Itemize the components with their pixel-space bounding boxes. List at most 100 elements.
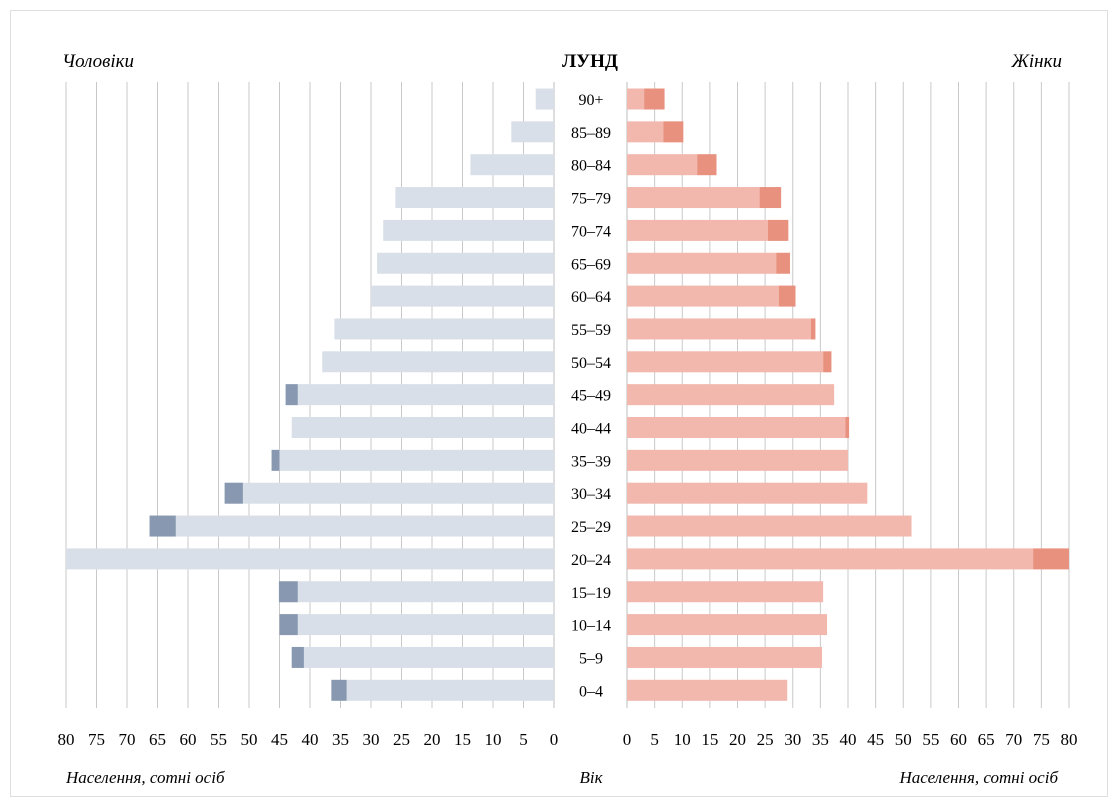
tick-label-right: 40 — [840, 730, 857, 749]
center-axis-label: Вік — [579, 768, 603, 787]
male-bar-extra — [331, 679, 347, 701]
tick-label-left: 20 — [424, 730, 441, 749]
female-bar — [627, 417, 846, 438]
grid-lines — [65, 82, 1070, 708]
tick-label-left: 65 — [149, 730, 166, 749]
male-bar — [470, 154, 554, 176]
tick-label-right: 5 — [650, 730, 659, 749]
female-bar — [627, 581, 824, 603]
age-label: 30–34 — [571, 486, 611, 503]
female-bar — [627, 121, 664, 143]
female-bar — [627, 548, 1034, 570]
male-bar — [383, 219, 554, 241]
female-bar-extra — [778, 285, 796, 307]
tick-label-left: 50 — [241, 730, 258, 749]
age-label: 40–44 — [571, 421, 611, 438]
female-bar — [627, 154, 698, 176]
tick-label-left: 55 — [210, 730, 227, 749]
tick-label-left: 75 — [88, 730, 105, 749]
tick-label-right: 60 — [950, 730, 967, 749]
tick-label-left: 80 — [58, 730, 75, 749]
female-bar — [627, 679, 788, 701]
male-bar — [291, 417, 554, 438]
age-label: 60–64 — [571, 289, 611, 306]
male-bar-extra — [149, 515, 176, 537]
tick-label-left: 70 — [119, 730, 136, 749]
age-label: 20–24 — [571, 552, 611, 569]
tick-label-right: 45 — [867, 730, 884, 749]
male-bar — [346, 679, 554, 701]
age-label: 75–79 — [571, 191, 611, 208]
chart-title: ЛУНД — [562, 51, 618, 72]
female-bar-extra — [776, 252, 790, 274]
right-side-label: Жінки — [1011, 51, 1063, 72]
tick-label-right: 80 — [1061, 730, 1078, 749]
female-bar — [627, 88, 645, 110]
male-bar-extra — [291, 646, 304, 668]
tick-label-right: 70 — [1005, 730, 1022, 749]
age-label: 55–59 — [571, 322, 611, 339]
age-label: 35–39 — [571, 453, 611, 470]
male-bar — [511, 121, 554, 143]
tick-label-left: 30 — [363, 730, 380, 749]
female-bar-extra — [759, 187, 782, 209]
age-labels: 90+ 85–89 80–84 75–79 70–74 65–69 60–64 55–59 50… — [571, 92, 611, 700]
female-bar — [627, 449, 848, 471]
female-bar — [627, 515, 912, 537]
female-bar-extra — [663, 121, 684, 143]
tick-label-left: 60 — [180, 730, 197, 749]
female-bar — [627, 646, 823, 668]
age-label: 85–89 — [571, 125, 611, 142]
female-bar — [627, 252, 777, 274]
female-bar-extra — [644, 88, 665, 110]
age-label: 15–19 — [571, 585, 611, 602]
age-label: 45–49 — [571, 388, 611, 405]
left-side-label: Чоловіки — [62, 51, 134, 72]
tick-label-left: 15 — [454, 730, 471, 749]
tick-label-right: 55 — [922, 730, 939, 749]
female-bar-extra — [1033, 548, 1069, 570]
male-bar — [297, 581, 554, 603]
age-label: 0–4 — [579, 683, 603, 700]
male-bar — [175, 515, 555, 537]
female-bar-extra — [697, 154, 717, 176]
female-bar-extra — [823, 351, 832, 373]
male-bar-extra — [271, 449, 280, 471]
tick-label-left: 0 — [550, 730, 559, 749]
tick-label-left: 35 — [332, 730, 349, 749]
tick-label-right: 65 — [978, 730, 995, 749]
tick-label-left: 40 — [302, 730, 319, 749]
tick-label-right: 35 — [812, 730, 829, 749]
female-bar — [627, 384, 835, 406]
male-bar — [322, 351, 554, 373]
tick-label-right: 20 — [729, 730, 746, 749]
tick-label-right: 25 — [757, 730, 774, 749]
male-bar-extra — [224, 482, 243, 504]
male-bar-extra — [278, 581, 298, 603]
age-label: 5–9 — [579, 650, 603, 667]
age-label: 50–54 — [571, 355, 611, 372]
tick-label-right: 15 — [701, 730, 718, 749]
male-bar — [297, 614, 554, 636]
age-label: 65–69 — [571, 256, 611, 273]
male-bar — [297, 384, 554, 406]
female-bar — [627, 614, 828, 636]
male-bar — [334, 318, 554, 340]
male-bar — [371, 285, 554, 307]
age-label: 70–74 — [571, 223, 611, 240]
tick-label-right: 50 — [895, 730, 912, 749]
male-bar — [377, 252, 554, 274]
male-bar — [66, 548, 554, 570]
male-bar — [279, 449, 554, 471]
age-label: 25–29 — [571, 519, 611, 536]
male-bar — [395, 187, 554, 209]
female-bar-extra — [845, 417, 850, 438]
female-bar — [627, 351, 824, 373]
age-label: 10–14 — [571, 618, 611, 635]
tick-label-left: 5 — [519, 730, 528, 749]
x-axis-label-right: Населення, сотні осіб — [899, 768, 1059, 787]
x-axis-label-left: Населення, сотні осіб — [65, 768, 225, 787]
bars — [66, 88, 1069, 701]
